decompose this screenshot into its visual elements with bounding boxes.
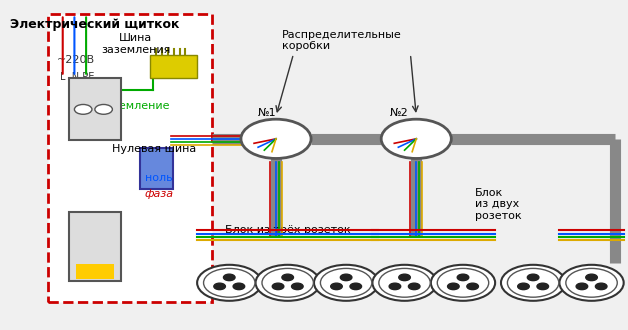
- FancyBboxPatch shape: [68, 213, 121, 281]
- Circle shape: [379, 268, 430, 297]
- Circle shape: [262, 268, 313, 297]
- Circle shape: [576, 283, 588, 290]
- Circle shape: [437, 268, 489, 297]
- Text: Шина
заземления: Шина заземления: [101, 33, 170, 55]
- Circle shape: [372, 265, 436, 301]
- Text: ноль: ноль: [144, 173, 172, 183]
- Circle shape: [537, 283, 548, 290]
- FancyBboxPatch shape: [76, 264, 114, 279]
- Circle shape: [381, 119, 452, 158]
- Text: фаза: фаза: [144, 189, 174, 199]
- Text: №2: №2: [389, 108, 408, 118]
- Circle shape: [560, 265, 624, 301]
- Circle shape: [340, 274, 352, 280]
- Text: ~220В: ~220В: [57, 55, 95, 65]
- Circle shape: [214, 283, 225, 290]
- FancyBboxPatch shape: [68, 78, 121, 141]
- FancyBboxPatch shape: [150, 55, 197, 78]
- Circle shape: [291, 283, 303, 290]
- Circle shape: [517, 283, 529, 290]
- Circle shape: [501, 265, 565, 301]
- Circle shape: [507, 268, 559, 297]
- Text: Электрический щиткок: Электрический щиткок: [10, 18, 180, 31]
- Text: Блок
из двух
розеток: Блок из двух розеток: [475, 188, 521, 221]
- Text: №1: №1: [258, 108, 276, 118]
- Circle shape: [595, 283, 607, 290]
- Circle shape: [408, 283, 420, 290]
- Circle shape: [74, 105, 92, 114]
- Circle shape: [95, 105, 112, 114]
- Circle shape: [431, 265, 495, 301]
- Circle shape: [528, 274, 539, 280]
- Circle shape: [241, 119, 311, 158]
- Circle shape: [399, 274, 410, 280]
- Circle shape: [314, 265, 378, 301]
- Circle shape: [331, 283, 342, 290]
- Text: Распределительные
коробки: Распределительные коробки: [282, 30, 401, 51]
- Circle shape: [448, 283, 459, 290]
- Circle shape: [203, 268, 255, 297]
- Circle shape: [233, 283, 245, 290]
- Text: Блок из трёх розеток: Блок из трёх розеток: [225, 225, 350, 235]
- Text: L  N PE: L N PE: [60, 72, 94, 82]
- Circle shape: [282, 274, 293, 280]
- FancyBboxPatch shape: [48, 15, 212, 302]
- Text: заземление: заземление: [100, 101, 170, 111]
- FancyBboxPatch shape: [140, 148, 173, 189]
- Circle shape: [566, 268, 617, 297]
- Circle shape: [197, 265, 261, 301]
- Circle shape: [467, 283, 479, 290]
- Circle shape: [320, 268, 372, 297]
- Circle shape: [273, 283, 284, 290]
- Text: Нулевая шина: Нулевая шина: [112, 144, 197, 154]
- Circle shape: [586, 274, 597, 280]
- Circle shape: [389, 283, 401, 290]
- Circle shape: [457, 274, 468, 280]
- Circle shape: [350, 283, 362, 290]
- Circle shape: [256, 265, 320, 301]
- Circle shape: [224, 274, 235, 280]
